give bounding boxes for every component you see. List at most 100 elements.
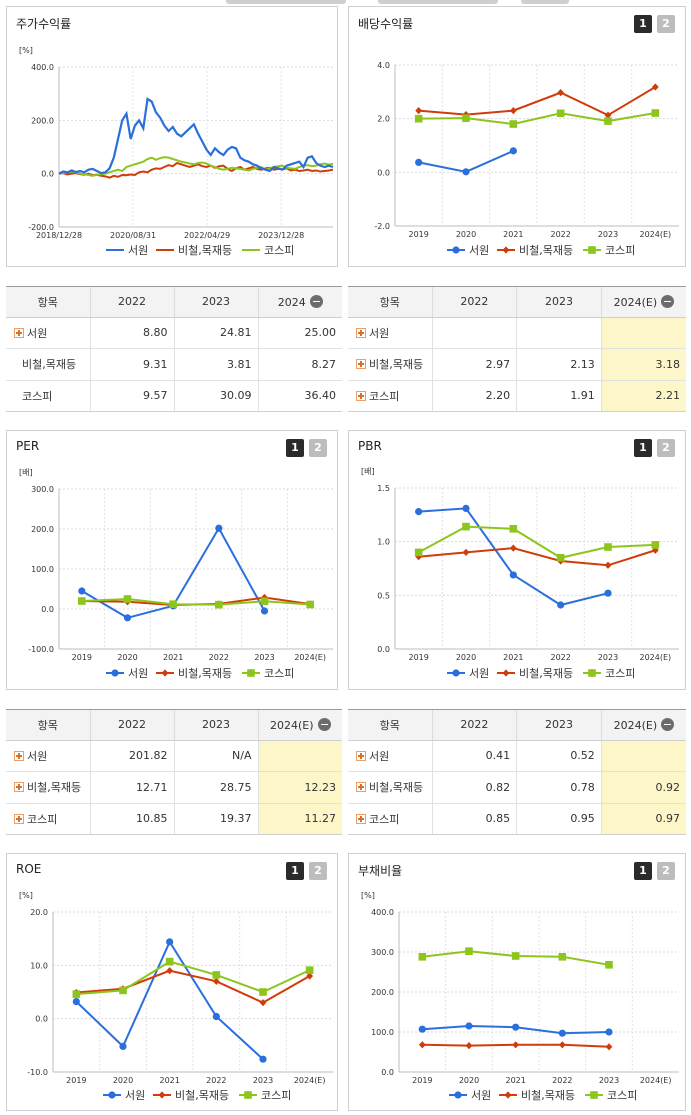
col-header: 항목 — [348, 710, 432, 741]
row-name: 코스피 — [348, 380, 432, 411]
col-header: 2022 — [89, 710, 174, 741]
y-tick-label: -100.0 — [28, 645, 54, 654]
data-point — [259, 988, 267, 996]
data-point — [215, 524, 223, 532]
table-cell: 0.95 — [516, 803, 602, 834]
expand-icon[interactable] — [14, 327, 24, 338]
expand-icon[interactable] — [356, 782, 366, 793]
x-tick-label: 2023 — [254, 653, 274, 662]
table-cell: 0.82 — [431, 771, 517, 804]
x-tick-label: 2020 — [459, 1076, 479, 1085]
expand-icon[interactable] — [14, 782, 24, 793]
period-button-2[interactable]: 2 — [309, 439, 327, 457]
series-line-steel — [418, 86, 656, 117]
row-name: 서원 — [348, 317, 432, 350]
data-point — [72, 990, 81, 998]
table-row: 코스피 0.85 0.95 0.97 — [348, 803, 686, 834]
period-button-2[interactable]: 2 — [657, 862, 675, 880]
collapse-icon[interactable] — [309, 294, 323, 308]
data-point — [166, 967, 174, 975]
expand-icon[interactable] — [14, 813, 24, 824]
data-point — [119, 986, 127, 995]
table-cell: 2.13 — [516, 348, 602, 381]
period-button-2[interactable]: 2 — [309, 862, 327, 880]
data-point — [558, 953, 567, 961]
x-tick-label: 2023 — [598, 230, 618, 239]
data-point — [72, 998, 80, 1006]
col-header: 2024(E) — [600, 710, 686, 741]
collapse-icon[interactable] — [317, 717, 331, 731]
period-button-1[interactable]: 1 — [634, 15, 652, 33]
cropped-tab — [521, 0, 569, 4]
period-button-1[interactable]: 1 — [286, 439, 304, 457]
period-button-1[interactable]: 1 — [634, 439, 652, 457]
y-tick-label: 20.0 — [30, 908, 48, 917]
data-point — [462, 168, 470, 176]
expand-icon[interactable] — [356, 750, 366, 761]
expand-icon[interactable] — [356, 390, 366, 401]
data-point — [165, 957, 174, 966]
col-header: 2022 — [89, 287, 174, 318]
period-button-1[interactable]: 1 — [286, 862, 304, 880]
y-unit-label: [배] — [19, 468, 33, 477]
collapse-icon[interactable] — [661, 294, 675, 308]
row-name: 서원 — [6, 317, 90, 350]
table-cell: 0.52 — [516, 740, 602, 773]
data-point — [462, 522, 470, 531]
data-point — [123, 595, 132, 603]
x-tick-label: 2024(E) — [640, 230, 672, 239]
table-cell: 3.18 — [600, 348, 686, 381]
data-point — [415, 158, 423, 167]
table-cell: 9.57 — [89, 380, 174, 411]
data-point — [604, 111, 612, 119]
expand-icon[interactable] — [356, 359, 366, 370]
table-cell — [257, 740, 342, 773]
expand-icon[interactable] — [14, 750, 24, 761]
x-tick-label: 2021 — [505, 1076, 525, 1085]
y-tick-label: 400.0 — [371, 908, 394, 917]
col-header-label: 2024(E) — [613, 718, 658, 732]
data-point — [512, 1041, 520, 1049]
data-point — [247, 669, 255, 677]
period-button-2[interactable]: 2 — [657, 439, 675, 457]
data-point — [414, 114, 423, 123]
stock-return-table: 항목 2022 2023 2024 서원 8.80 24.81 25.00 비철… — [6, 286, 342, 412]
period-button-1[interactable]: 1 — [634, 862, 652, 880]
x-tick-label: 2024(E) — [640, 653, 672, 662]
cropped-tab — [226, 0, 346, 4]
expand-icon[interactable] — [356, 813, 366, 824]
panel-title: 배당수익률 — [358, 17, 414, 31]
data-point — [212, 971, 221, 979]
x-tick-label: 2022 — [550, 230, 570, 239]
per-chart: [배] 300.0 200.0 100.0 0.0 -100.0 2019 2020 2021 2… — [19, 468, 333, 680]
col-header: 2024(E) — [600, 287, 686, 318]
data-point — [260, 597, 269, 606]
table-cell: 1.91 — [516, 380, 602, 411]
row-label: 서원 — [369, 749, 390, 763]
table-cell — [600, 317, 686, 350]
collapse-icon[interactable] — [661, 717, 675, 731]
table-row: 코스피 2.20 1.91 2.21 — [348, 380, 686, 411]
series-line-kospi — [58, 156, 334, 177]
table-cell: 9.31 — [89, 348, 174, 381]
col-header: 2023 — [516, 287, 602, 318]
col-header: 2023 — [173, 710, 258, 741]
period-button-2[interactable]: 2 — [657, 15, 675, 33]
legend-label-steel: 비철,목재등 — [178, 667, 232, 680]
y-tick-label: 300.0 — [31, 485, 54, 494]
legend-label-steel: 비철,목재등 — [521, 1089, 575, 1102]
table-cell: 11.27 — [257, 803, 342, 834]
expand-icon[interactable] — [356, 327, 366, 338]
data-point — [415, 107, 423, 115]
col-header: 2022 — [431, 287, 517, 318]
data-point — [454, 1091, 462, 1099]
series-line-steel — [58, 161, 334, 179]
row-label: 비철,목재등 — [22, 358, 77, 372]
row-label: 비철,목재등 — [369, 781, 424, 795]
table-cell: 12.71 — [89, 771, 174, 804]
y-unit-label: [배] — [361, 467, 375, 476]
row-label: 코스피 — [369, 812, 400, 826]
series-line-kospi — [81, 597, 311, 606]
data-point — [161, 669, 169, 677]
data-point — [651, 109, 660, 117]
